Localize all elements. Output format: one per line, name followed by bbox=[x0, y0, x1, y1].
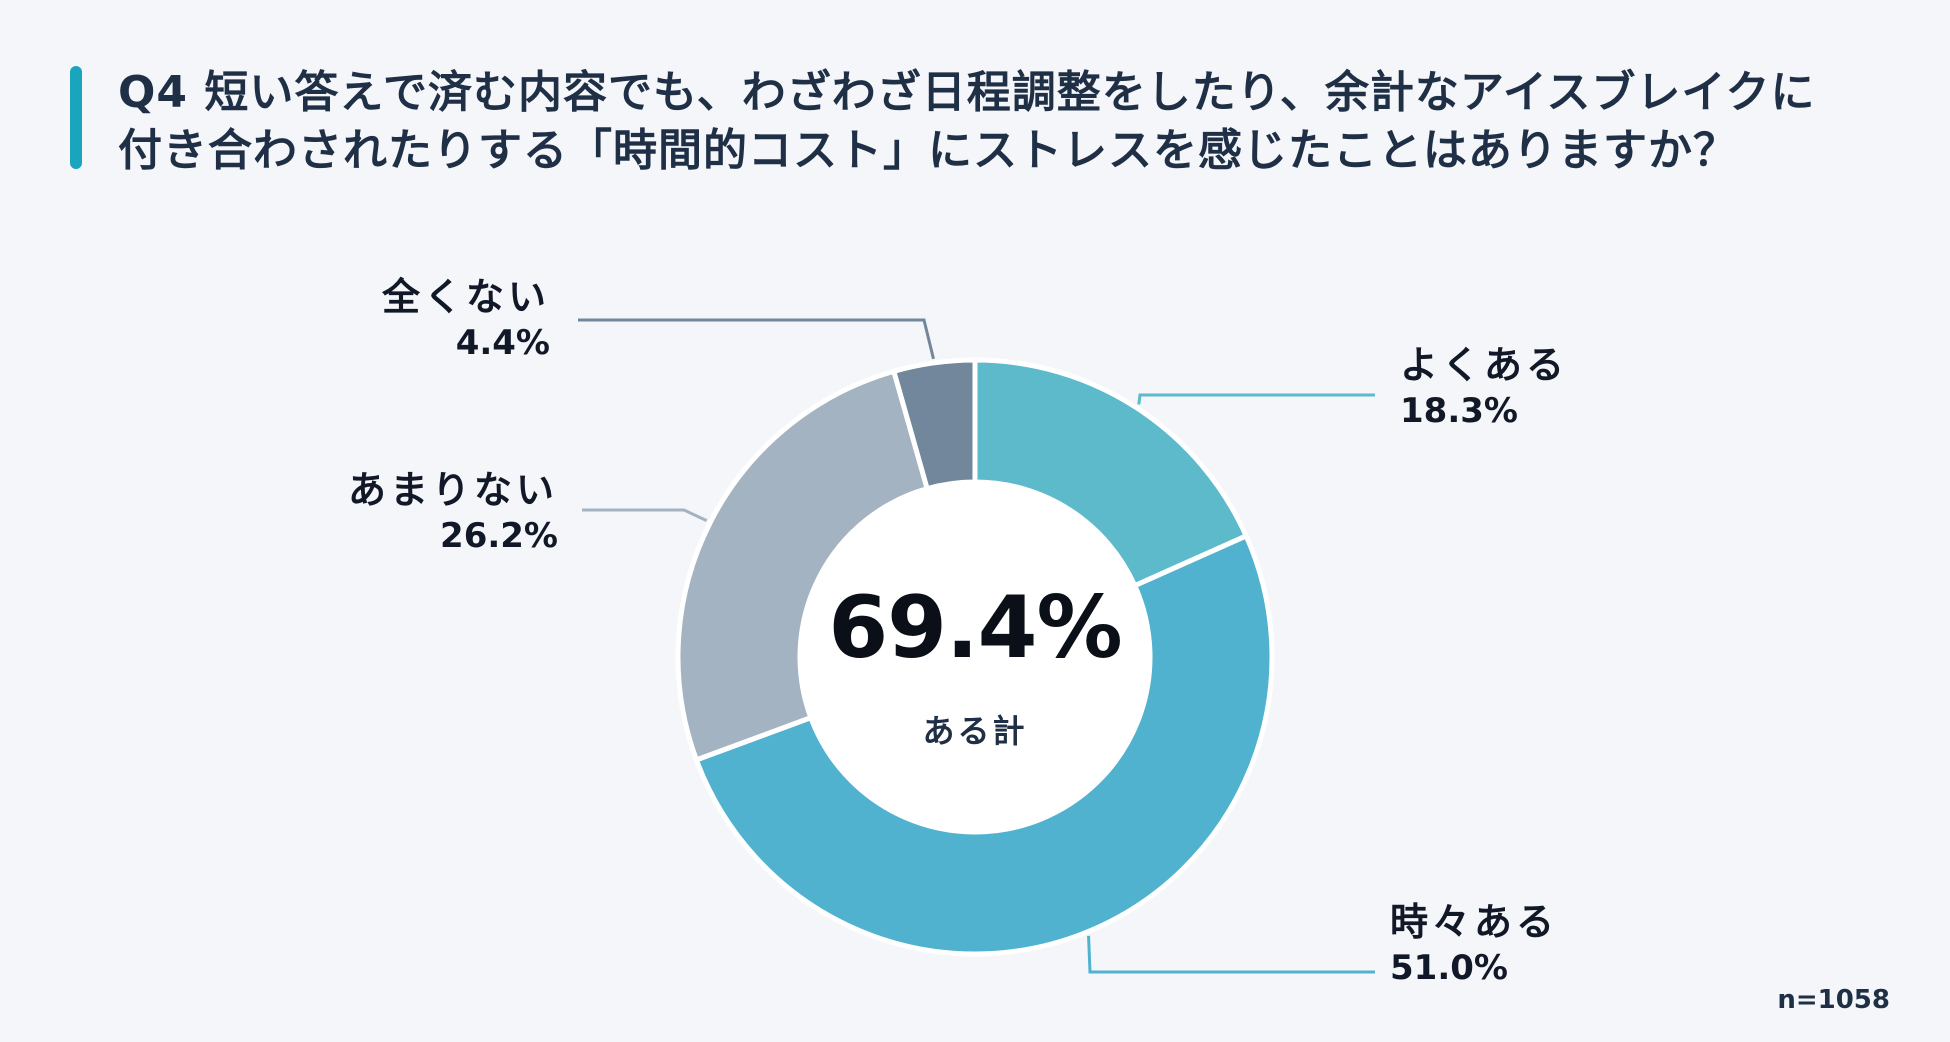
sample-size: n=1058 bbox=[1777, 985, 1890, 1015]
title-accent-bar bbox=[70, 66, 82, 169]
donut-hole bbox=[800, 482, 1150, 832]
chart-title-line-2: 付き合わされたりする「時間的コスト」にストレスを感じたことはありますか？ bbox=[118, 125, 1738, 176]
label-amari-nai: あまりない 26.2% bbox=[348, 467, 558, 559]
category-label: 全くない bbox=[381, 275, 550, 319]
chart-title-line-1: Q4 短い答えで済む内容でも、わざわざ日程調整をしたり、余計なアイスブレイクに bbox=[118, 67, 1816, 118]
category-label: 時々ある bbox=[1390, 900, 1559, 944]
center-total-label: ある計 bbox=[922, 712, 1028, 750]
leader-line-2 bbox=[582, 508, 708, 523]
label-mattaku-nai: 全くない 4.4% bbox=[382, 274, 550, 366]
category-label: よくある bbox=[1400, 343, 1569, 387]
label-tokidoki-aru: 時々ある 51.0% bbox=[1390, 899, 1558, 991]
leader-line-0 bbox=[1137, 393, 1375, 405]
category-label: あまりない bbox=[347, 468, 558, 512]
leader-line-3 bbox=[578, 318, 935, 360]
center-total-value: 69.4% bbox=[828, 578, 1122, 678]
label-yoku-aru: よくある 18.3% bbox=[1400, 342, 1568, 434]
data-label: 18.3% bbox=[1400, 391, 1518, 431]
leader-line-1 bbox=[1087, 935, 1375, 974]
data-label: 4.4% bbox=[455, 323, 550, 363]
chart-title: Q4 短い答えで済む内容でも、わざわざ日程調整をしたり、余計なアイスブレイクに … bbox=[118, 64, 1918, 180]
data-label: 26.2% bbox=[440, 516, 558, 556]
data-label: 51.0% bbox=[1390, 948, 1508, 988]
